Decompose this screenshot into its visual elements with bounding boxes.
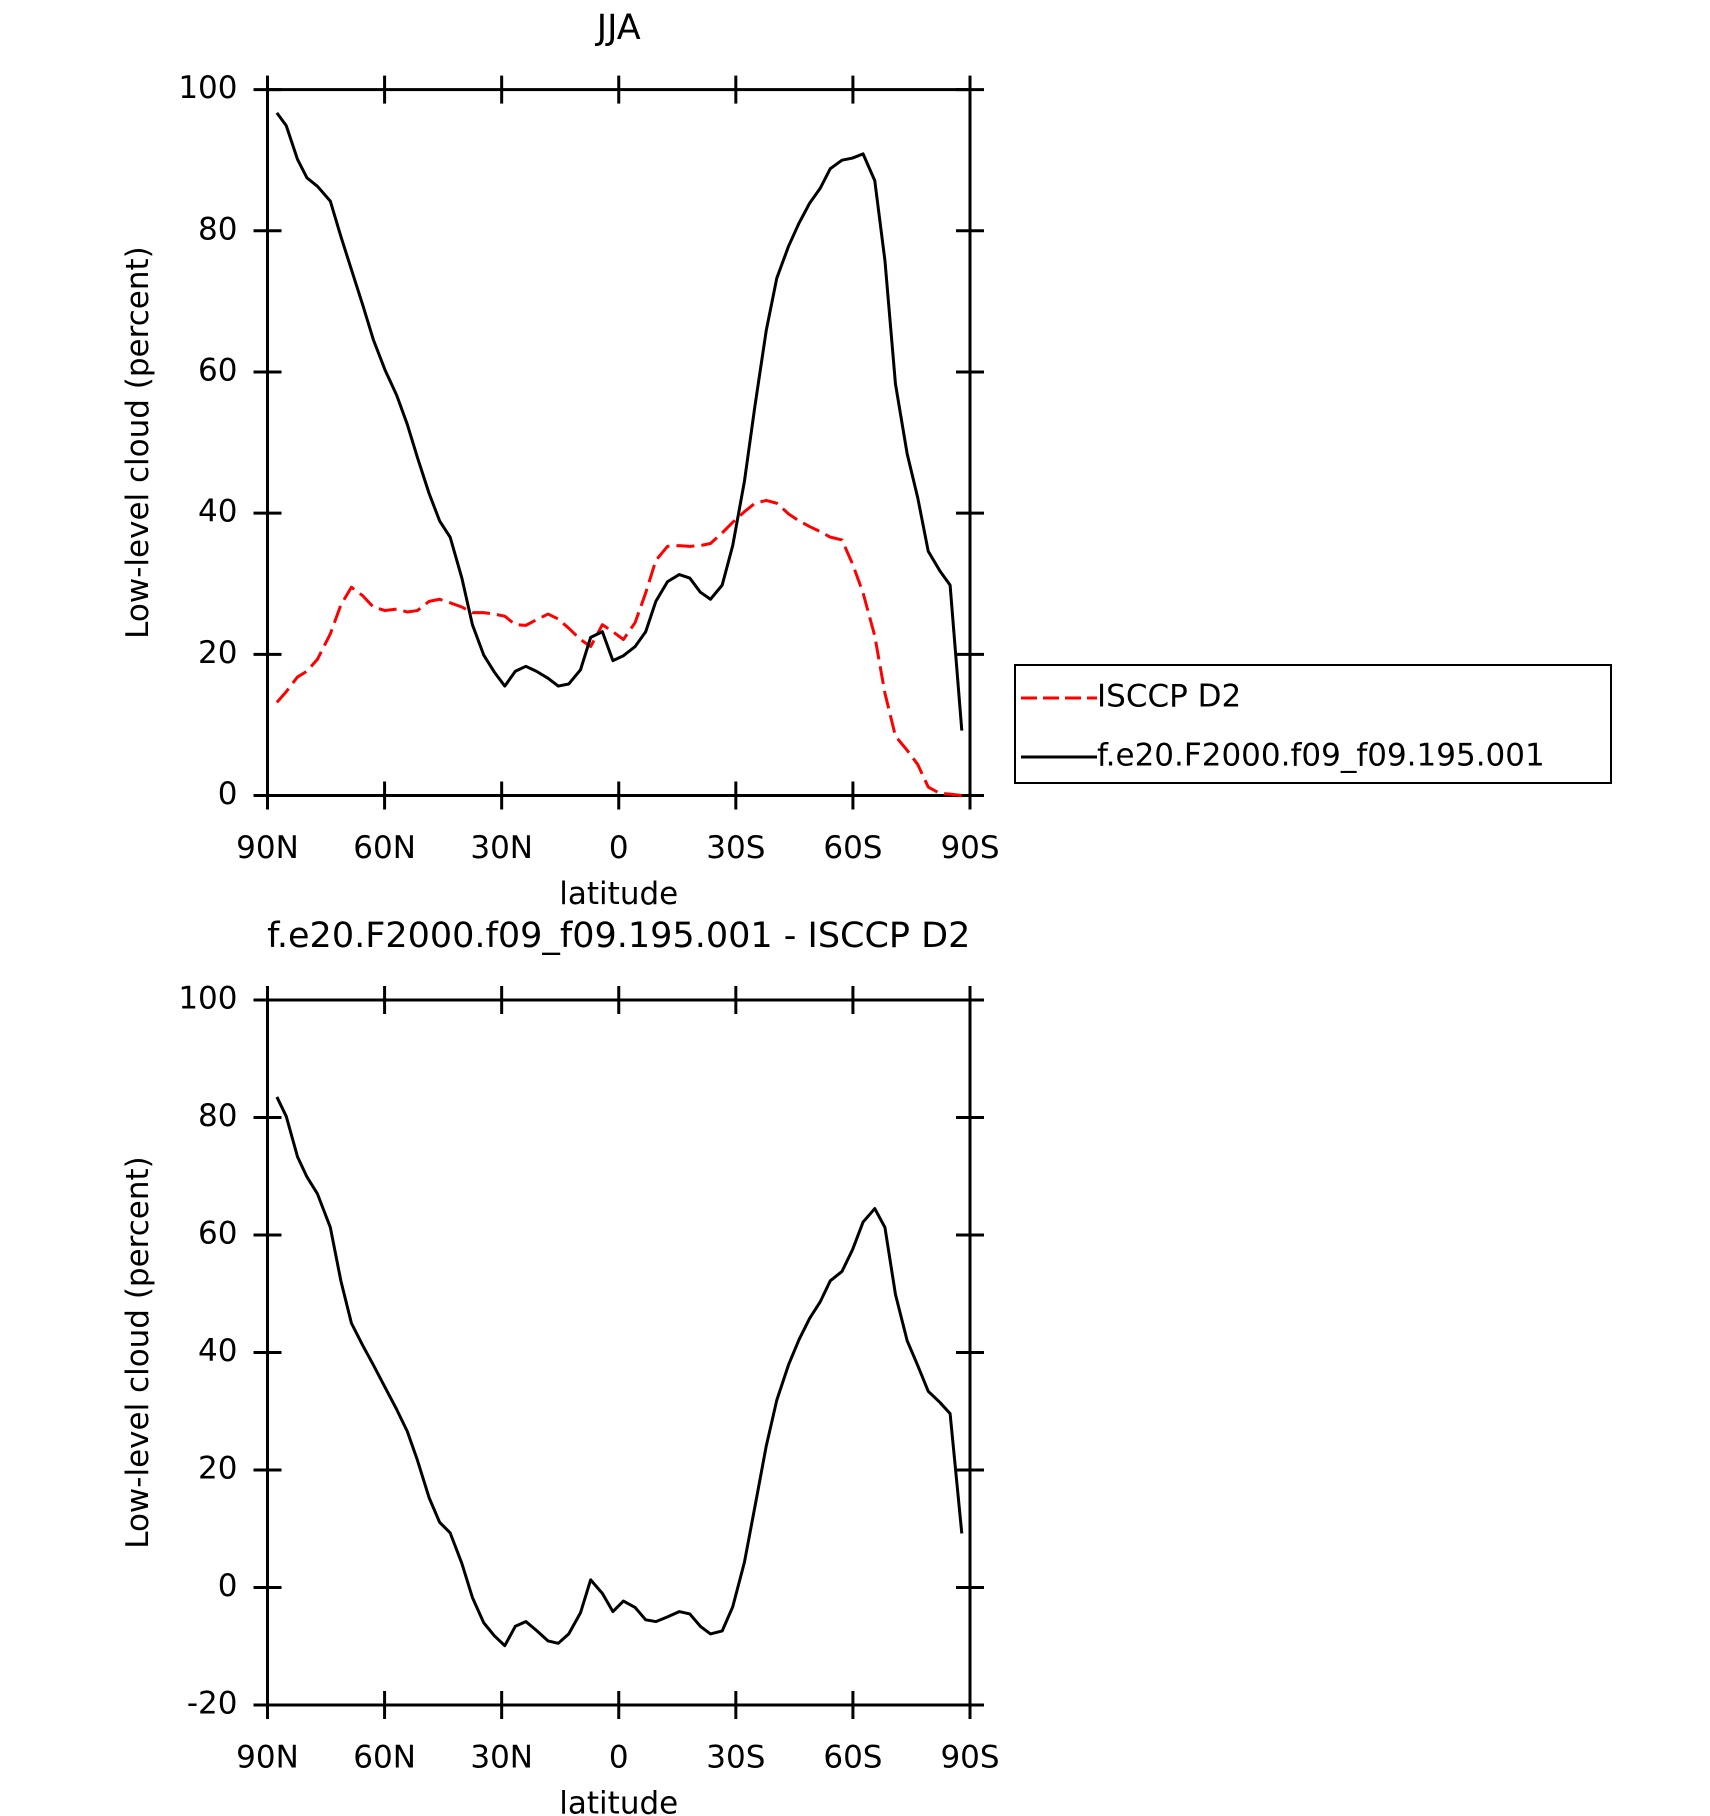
- x-axis-label: latitude: [559, 876, 678, 912]
- y-tick-label: 40: [198, 494, 237, 530]
- x-tick-label: 90N: [236, 1740, 299, 1776]
- x-tick-label: 30S: [706, 830, 765, 866]
- x-tick-label: 90S: [940, 830, 999, 866]
- chart-title: JJA: [595, 8, 641, 48]
- x-tick-label: 30N: [470, 1740, 533, 1776]
- y-tick-label: 20: [198, 1451, 237, 1487]
- y-axis-label: Low-level cloud (percent): [120, 246, 156, 639]
- data-line: [275, 498, 962, 797]
- y-tick-label: 20: [198, 635, 237, 671]
- x-tick-label: 90N: [236, 830, 299, 866]
- x-tick-label: 0: [609, 830, 629, 866]
- y-tick-label: 100: [178, 70, 237, 106]
- y-tick-label: 100: [178, 981, 237, 1017]
- y-tick-label: 80: [198, 211, 237, 247]
- legend-label: f.e20.F2000.f09_f09.195.001: [1097, 738, 1545, 774]
- x-tick-label: 60N: [353, 1740, 416, 1776]
- y-tick-label: 80: [198, 1098, 237, 1134]
- x-tick-label: 60S: [823, 1740, 882, 1776]
- x-tick-label: 60S: [823, 830, 882, 866]
- x-axis-label: latitude: [559, 1786, 678, 1816]
- y-tick-label: 60: [198, 1216, 237, 1252]
- data-line: [275, 1096, 964, 1648]
- y-tick-label: -20: [187, 1686, 238, 1722]
- y-axis-label: Low-level cloud (percent): [120, 1156, 156, 1549]
- plot-frame: [266, 998, 972, 1707]
- y-tick-label: 40: [198, 1333, 237, 1369]
- x-tick-label: 0: [609, 1740, 629, 1776]
- x-tick-label: 30S: [706, 1740, 765, 1776]
- chart-title: f.e20.F2000.f09_f09.195.001 - ISCCP D2: [267, 916, 970, 956]
- x-tick-label: 30N: [470, 830, 533, 866]
- plot-frame: [266, 88, 972, 798]
- x-tick-label: 60N: [353, 830, 416, 866]
- legend-box: [1014, 664, 1612, 784]
- y-tick-label: 0: [218, 776, 238, 812]
- y-tick-label: 0: [218, 1568, 238, 1604]
- x-tick-label: 90S: [940, 1740, 999, 1776]
- y-tick-label: 60: [198, 352, 237, 388]
- data-line: [275, 112, 964, 731]
- legend-label: ISCCP D2: [1097, 679, 1241, 715]
